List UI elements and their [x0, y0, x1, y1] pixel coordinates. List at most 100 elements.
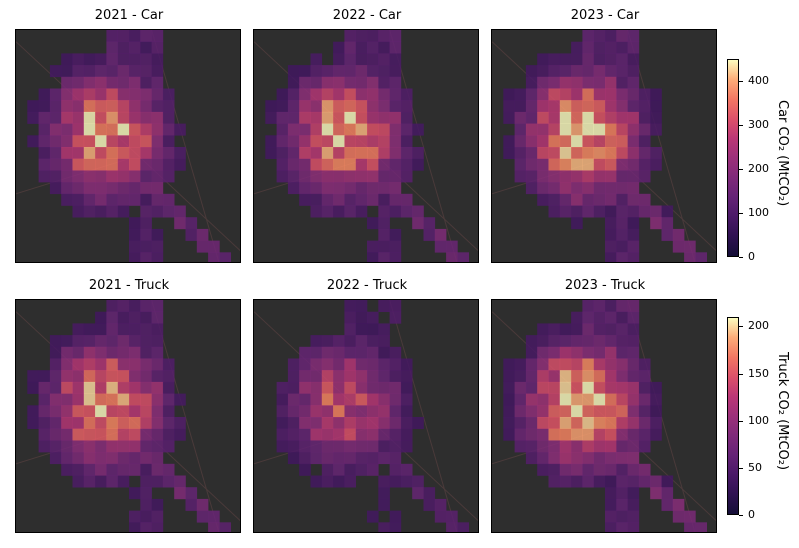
heatmap-cell [378, 240, 390, 253]
heatmap-cell [582, 405, 594, 418]
heatmap-cell [389, 252, 402, 262]
heatmap-cell [525, 170, 538, 183]
heatmap-cell [559, 428, 572, 441]
heatmap-cell [310, 135, 323, 148]
heatmap-cell [72, 346, 85, 359]
heatmap-cell [627, 158, 640, 171]
heatmap-cell [27, 111, 39, 124]
heatmap-cell [355, 381, 368, 394]
heatmap-cell [140, 522, 152, 532]
heatmap-cell [582, 111, 594, 124]
colorbar-tick-mark [739, 515, 743, 516]
heatmap-cell [140, 487, 152, 500]
heatmap-cell [582, 417, 594, 429]
heatmap-cell [605, 228, 617, 241]
heatmap-cell [106, 193, 118, 206]
panel-title-2021-car: 2021 - Car [94, 8, 164, 23]
heatmap-cell [661, 475, 674, 488]
heatmap-cell [638, 111, 651, 124]
heatmap-cell [151, 440, 164, 453]
heatmap-cell [571, 170, 583, 183]
heatmap-cell [593, 323, 606, 336]
heatmap-cell [434, 228, 447, 241]
heatmap-cell [672, 240, 685, 253]
heatmap-cell [265, 100, 277, 113]
heatmap-cell [605, 522, 617, 532]
heatmap-cell [38, 381, 51, 394]
heatmap-cell [219, 522, 231, 532]
heatmap-cell [38, 147, 51, 159]
heatmap-cell [162, 135, 175, 148]
heatmap-cell [514, 158, 527, 171]
heatmap-cell [548, 182, 561, 195]
heatmap-cell [355, 323, 368, 336]
heatmap-cell [605, 452, 617, 465]
heatmap-cell [344, 335, 356, 348]
heatmap-cell [117, 100, 130, 113]
heatmap-cell [299, 100, 311, 113]
heatmap-cell [400, 147, 413, 159]
heatmap-cell [514, 440, 527, 453]
heatmap-cell [310, 370, 323, 383]
heatmap-cell [276, 123, 289, 136]
heatmap-cell [106, 41, 118, 54]
heatmap-cell [299, 358, 311, 371]
heatmap-cell [367, 170, 379, 183]
heatmap-cell [310, 405, 323, 418]
heatmap-cell [151, 170, 164, 183]
heatmap-cell [162, 428, 175, 441]
heatmap-cell [378, 381, 390, 394]
heatmap-cell [162, 417, 175, 429]
heatmap-cell [129, 487, 141, 500]
heatmap-cell [208, 510, 220, 523]
heatmap-cell [129, 440, 141, 453]
heatmap-cell [83, 170, 96, 183]
heatmap-cell [140, 475, 152, 488]
heatmap-cell [582, 41, 594, 54]
heatmap-cell [299, 381, 311, 394]
heatmap-cell [72, 393, 85, 406]
heatmap-cell [605, 123, 617, 136]
heatmap-cell [571, 41, 583, 54]
heatmap-cell [117, 311, 130, 324]
heatmap-cell [571, 111, 583, 124]
heatmap-cell [276, 88, 289, 101]
heatmap-cell [525, 76, 538, 89]
heatmap-cell [537, 323, 549, 336]
heatmap-cell [548, 346, 561, 359]
heatmap-cell [616, 300, 628, 312]
heatmap-cell [446, 252, 458, 262]
heatmap-cell [367, 311, 379, 324]
heatmap-cell [333, 182, 345, 195]
heatmap-cell [162, 193, 175, 206]
heatmap-cell [344, 452, 356, 465]
heatmap-cell [151, 335, 164, 348]
heatmap-cell [61, 135, 73, 148]
heatmap-cell [525, 123, 538, 136]
heatmap-cell [367, 41, 379, 54]
heatmap-cell [548, 158, 561, 171]
heatmap-cell [140, 498, 152, 511]
heatmap-cell [638, 393, 651, 406]
heatmap-cell [378, 147, 390, 159]
heatmap-cell [355, 170, 368, 183]
heatmap-cell [299, 193, 311, 206]
heatmap-cell [276, 405, 289, 418]
heatmap-cell [389, 100, 402, 113]
heatmap-cell [503, 417, 515, 429]
heatmap-cell [333, 381, 345, 394]
colorbar-tick-label: 300 [748, 118, 769, 131]
heatmap-cell [548, 323, 561, 336]
heatmap-cell [61, 370, 73, 383]
heatmap-cell [117, 417, 130, 429]
heatmap-cell [72, 463, 85, 476]
heatmap-cell [287, 440, 300, 453]
heatmap-cell [140, 510, 152, 523]
heatmap-cell [129, 123, 141, 136]
heatmap-cell [605, 370, 617, 383]
heatmap-cell [106, 30, 118, 42]
heatmap-cell [525, 335, 538, 348]
heatmap-cell [344, 88, 356, 101]
heatmap-cell [457, 252, 469, 262]
heatmap-cell [276, 135, 289, 148]
